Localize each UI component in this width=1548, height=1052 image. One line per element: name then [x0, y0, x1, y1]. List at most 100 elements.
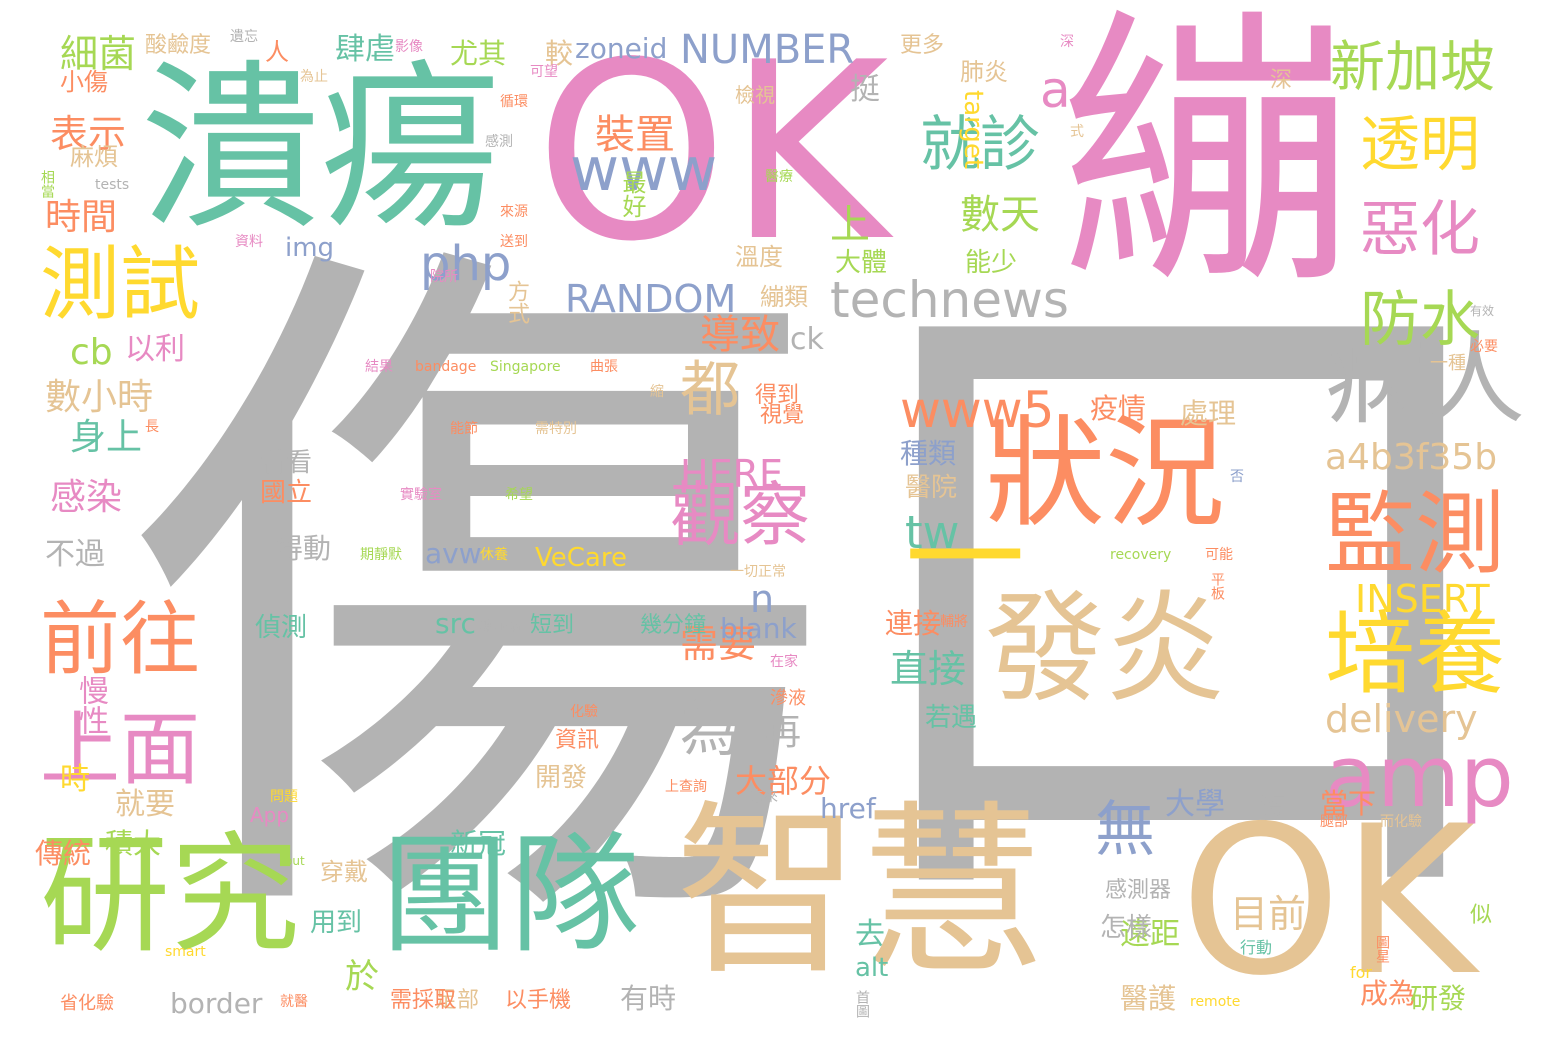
cloud-word: 惡化 [1360, 195, 1480, 265]
cloud-word: smart [165, 944, 206, 960]
cloud-word: 大學 [1165, 787, 1225, 822]
cloud-word: 行動 [1240, 938, 1273, 957]
cloud-word: 就要 [115, 787, 175, 822]
cloud-word: ck [790, 322, 824, 357]
cloud-word: 處理 [1180, 397, 1237, 430]
cloud-word: recovery [1110, 547, 1172, 563]
cloud-word: 遠距 [1120, 917, 1180, 952]
cloud-word: 身上 [70, 417, 143, 458]
cloud-word: 深 [1270, 68, 1293, 93]
cloud-word: 麻煩 [70, 143, 118, 171]
cloud-word: 挺 [850, 72, 880, 107]
cloud-word: a4b3f35b [1325, 437, 1498, 478]
cloud-word: 有效 [1470, 304, 1495, 318]
cloud-word: 小傷 [60, 68, 108, 96]
cloud-word: 醫院 [905, 473, 958, 503]
cloud-word: 曲張 [590, 359, 618, 375]
cloud-word: 可望 [530, 64, 558, 80]
cloud-word: border [170, 987, 263, 1020]
cloud-word: 糖尿病 [480, 619, 522, 635]
cloud-word: a [1040, 61, 1071, 119]
cloud-word: 遺忘 [230, 29, 258, 45]
cloud-word: 病人 [1325, 321, 1525, 438]
cloud-word: 相當 [39, 170, 55, 198]
cloud-word: 積大 [105, 827, 162, 860]
cloud-word: 休養 [480, 547, 508, 563]
cloud-word: 化驗 [570, 704, 598, 720]
cloud-word: 種類 [900, 437, 957, 470]
cloud-word: php [420, 236, 512, 292]
cloud-word: 潰瘍 [140, 45, 501, 254]
cloud-word: OK [535, 10, 889, 295]
cloud-word: 可能 [1205, 547, 1233, 563]
cloud-word: 酸鹼度 [145, 33, 212, 58]
cloud-word: 較 [545, 37, 574, 70]
cloud-word: 需特別 [535, 421, 577, 437]
cloud-word: 目前 [1230, 892, 1307, 936]
cloud-word: 能少 [965, 248, 1018, 278]
cloud-word: 前往 [40, 593, 200, 686]
cloud-word: 狀況 [985, 405, 1225, 544]
cloud-word: 裝置 [595, 112, 675, 158]
cloud-word: 希望 [505, 487, 533, 503]
cloud-word: delivery [1325, 697, 1478, 741]
cloud-word: 培養 [1325, 602, 1505, 707]
cloud-word: 實驗室 [400, 487, 442, 503]
cloud-word: 數小時 [45, 377, 154, 418]
cloud-word: 用到 [310, 908, 363, 938]
cloud-word: 首圖 [854, 990, 870, 1018]
cloud-word: 疫情 [1090, 392, 1147, 425]
cloud-word: 否 [1230, 469, 1244, 485]
cloud-word: 輔將 [940, 614, 968, 630]
cloud-word: 表示 [50, 112, 127, 156]
cloud-word: 得動 [275, 532, 332, 565]
cloud-word: 偵測 [255, 613, 308, 643]
cloud-word: www5 [900, 381, 1055, 439]
cloud-word: 肆虐 [335, 32, 395, 67]
cloud-word: 導致 [700, 312, 780, 358]
cloud-word: 送到 [500, 234, 528, 250]
cloud-word: 慢性 [73, 675, 108, 735]
cloud-word: 感測器 [1105, 878, 1172, 903]
cloud-word: cb [70, 332, 113, 373]
cloud-word: src [435, 607, 476, 640]
cloud-word: 縮 [650, 384, 664, 400]
cloud-word: 省化驗 [60, 993, 114, 1014]
cloud-word: 影像 [395, 39, 423, 55]
cloud-word: 以手機 [505, 988, 572, 1013]
cloud-word: 而化驗 [1380, 814, 1422, 830]
cloud-word: 更多 [900, 33, 945, 58]
cloud-word: 傳統 [35, 837, 92, 870]
cloud-word: 滲液 [770, 688, 806, 709]
cloud-word: href [820, 792, 876, 825]
cloud-word: 院所 [430, 269, 458, 285]
cloud-word: amp [1325, 728, 1514, 827]
cloud-word: 感測 [485, 134, 513, 150]
cloud-word: 大體 [835, 248, 888, 278]
cloud-word: 醫護 [1120, 982, 1177, 1015]
cloud-word: App [250, 803, 290, 827]
cloud-word: 腿部 [1320, 814, 1348, 830]
cloud-word: 智慧 [675, 784, 1045, 1000]
cloud-word: 一種 [1430, 353, 1466, 374]
cloud-word: 圖星 [1374, 935, 1390, 963]
cloud-word: for [1350, 963, 1372, 982]
cloud-word: 若遇 [925, 703, 978, 733]
cloud-word: 新冠 [450, 827, 507, 860]
cloud-word: 上查詢 [665, 779, 707, 795]
cloud-word: 於 [345, 957, 379, 997]
cloud-word: VeCare [535, 543, 627, 573]
cloud-word: 必要 [1470, 339, 1498, 355]
cloud-word: 上面 [40, 703, 200, 796]
cloud-word: 來源 [500, 204, 528, 220]
cloud-word: 研究 [40, 819, 301, 971]
cloud-word: 一 [905, 490, 1025, 629]
cloud-word: 新加坡 [1330, 35, 1496, 99]
cloud-word: 檢視 [735, 83, 775, 107]
cloud-word: 得到 [755, 383, 800, 408]
cloud-word: 再 [765, 712, 802, 753]
cloud-word: 細菌 [60, 32, 137, 76]
cloud-word: 式 [1070, 124, 1084, 140]
cloud-word: 國立 [260, 478, 313, 508]
